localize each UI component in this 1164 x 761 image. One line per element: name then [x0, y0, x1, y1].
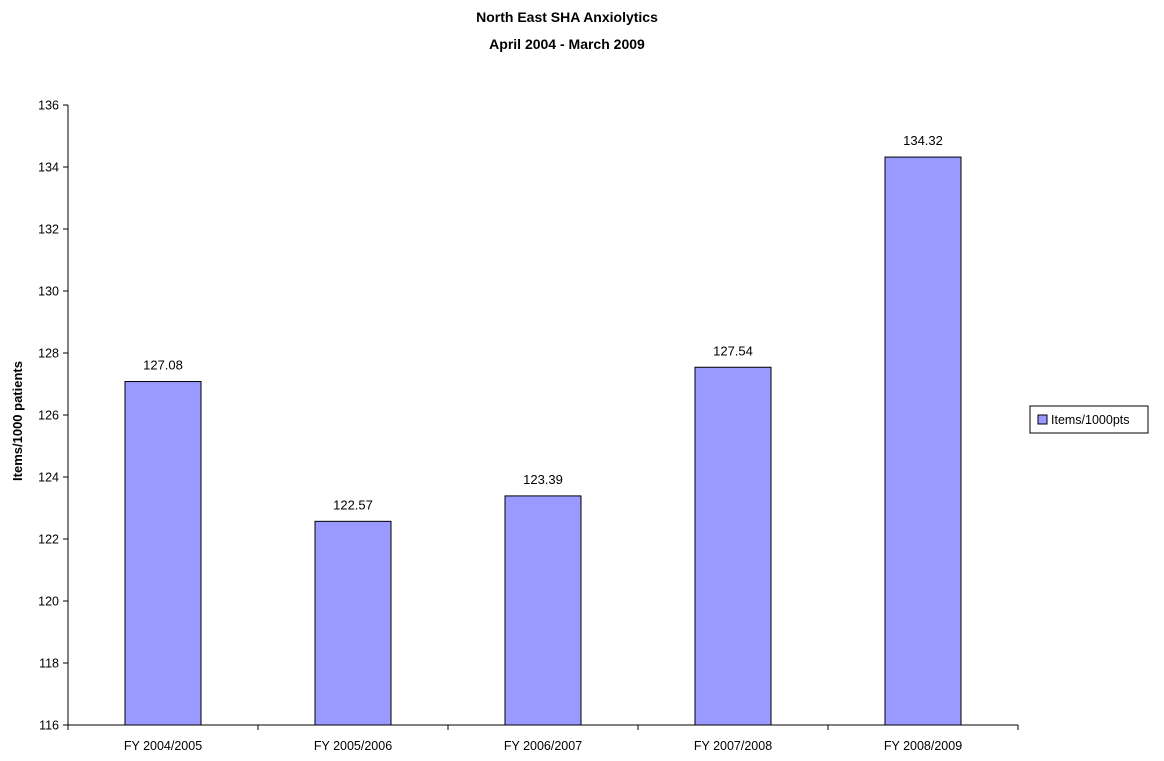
y-tick-label: 136 [38, 99, 59, 113]
y-tick-label: 120 [38, 595, 59, 609]
y-tick-label: 116 [39, 719, 59, 733]
bars: 127.08 122.57 123.39 127.54 134.32 [124, 133, 962, 726]
x-tick-label: FY 2005/2006 [314, 739, 392, 753]
data-label: 127.54 [713, 343, 753, 358]
legend-box [1029, 405, 1149, 434]
x-tick-label: FY 2006/2007 [504, 739, 582, 753]
bar [694, 366, 772, 726]
y-tick-label: 122 [38, 533, 59, 547]
bar [884, 156, 962, 726]
chart-title: North East SHA Anxiolytics [476, 9, 658, 25]
bar [124, 381, 202, 726]
y-tick-label: 126 [38, 409, 59, 423]
legend-swatch-icon [1037, 414, 1048, 425]
y-axis-ticks: 116 118 120 122 124 126 128 130 132 134 136 [38, 99, 68, 733]
x-tick-label: FY 2008/2009 [884, 739, 962, 753]
bar [314, 520, 392, 726]
x-axis-tick-labels: FY 2004/2005 FY 2005/2006 FY 2006/2007 FY 2… [124, 739, 962, 753]
y-axis-label: Items/1000 patients [10, 361, 25, 481]
bar [504, 495, 582, 726]
axes [67, 105, 1019, 730]
y-tick-label: 118 [39, 657, 59, 671]
x-tick-label: FY 2004/2005 [124, 739, 202, 753]
y-tick-label: 130 [38, 285, 59, 299]
legend: Items/1000pts [1029, 405, 1149, 434]
data-label: 127.08 [143, 358, 183, 373]
data-label: 134.32 [903, 133, 943, 148]
y-tick-label: 128 [38, 347, 59, 361]
chart-subtitle: April 2004 - March 2009 [489, 36, 645, 52]
x-tick-label: FY 2007/2008 [694, 739, 772, 753]
y-tick-label: 132 [38, 223, 59, 237]
data-label: 123.39 [523, 472, 563, 487]
legend-label: Items/1000pts [1051, 413, 1130, 427]
y-tick-label: 134 [38, 161, 59, 175]
y-tick-label: 124 [38, 471, 59, 485]
data-label: 122.57 [333, 497, 373, 512]
